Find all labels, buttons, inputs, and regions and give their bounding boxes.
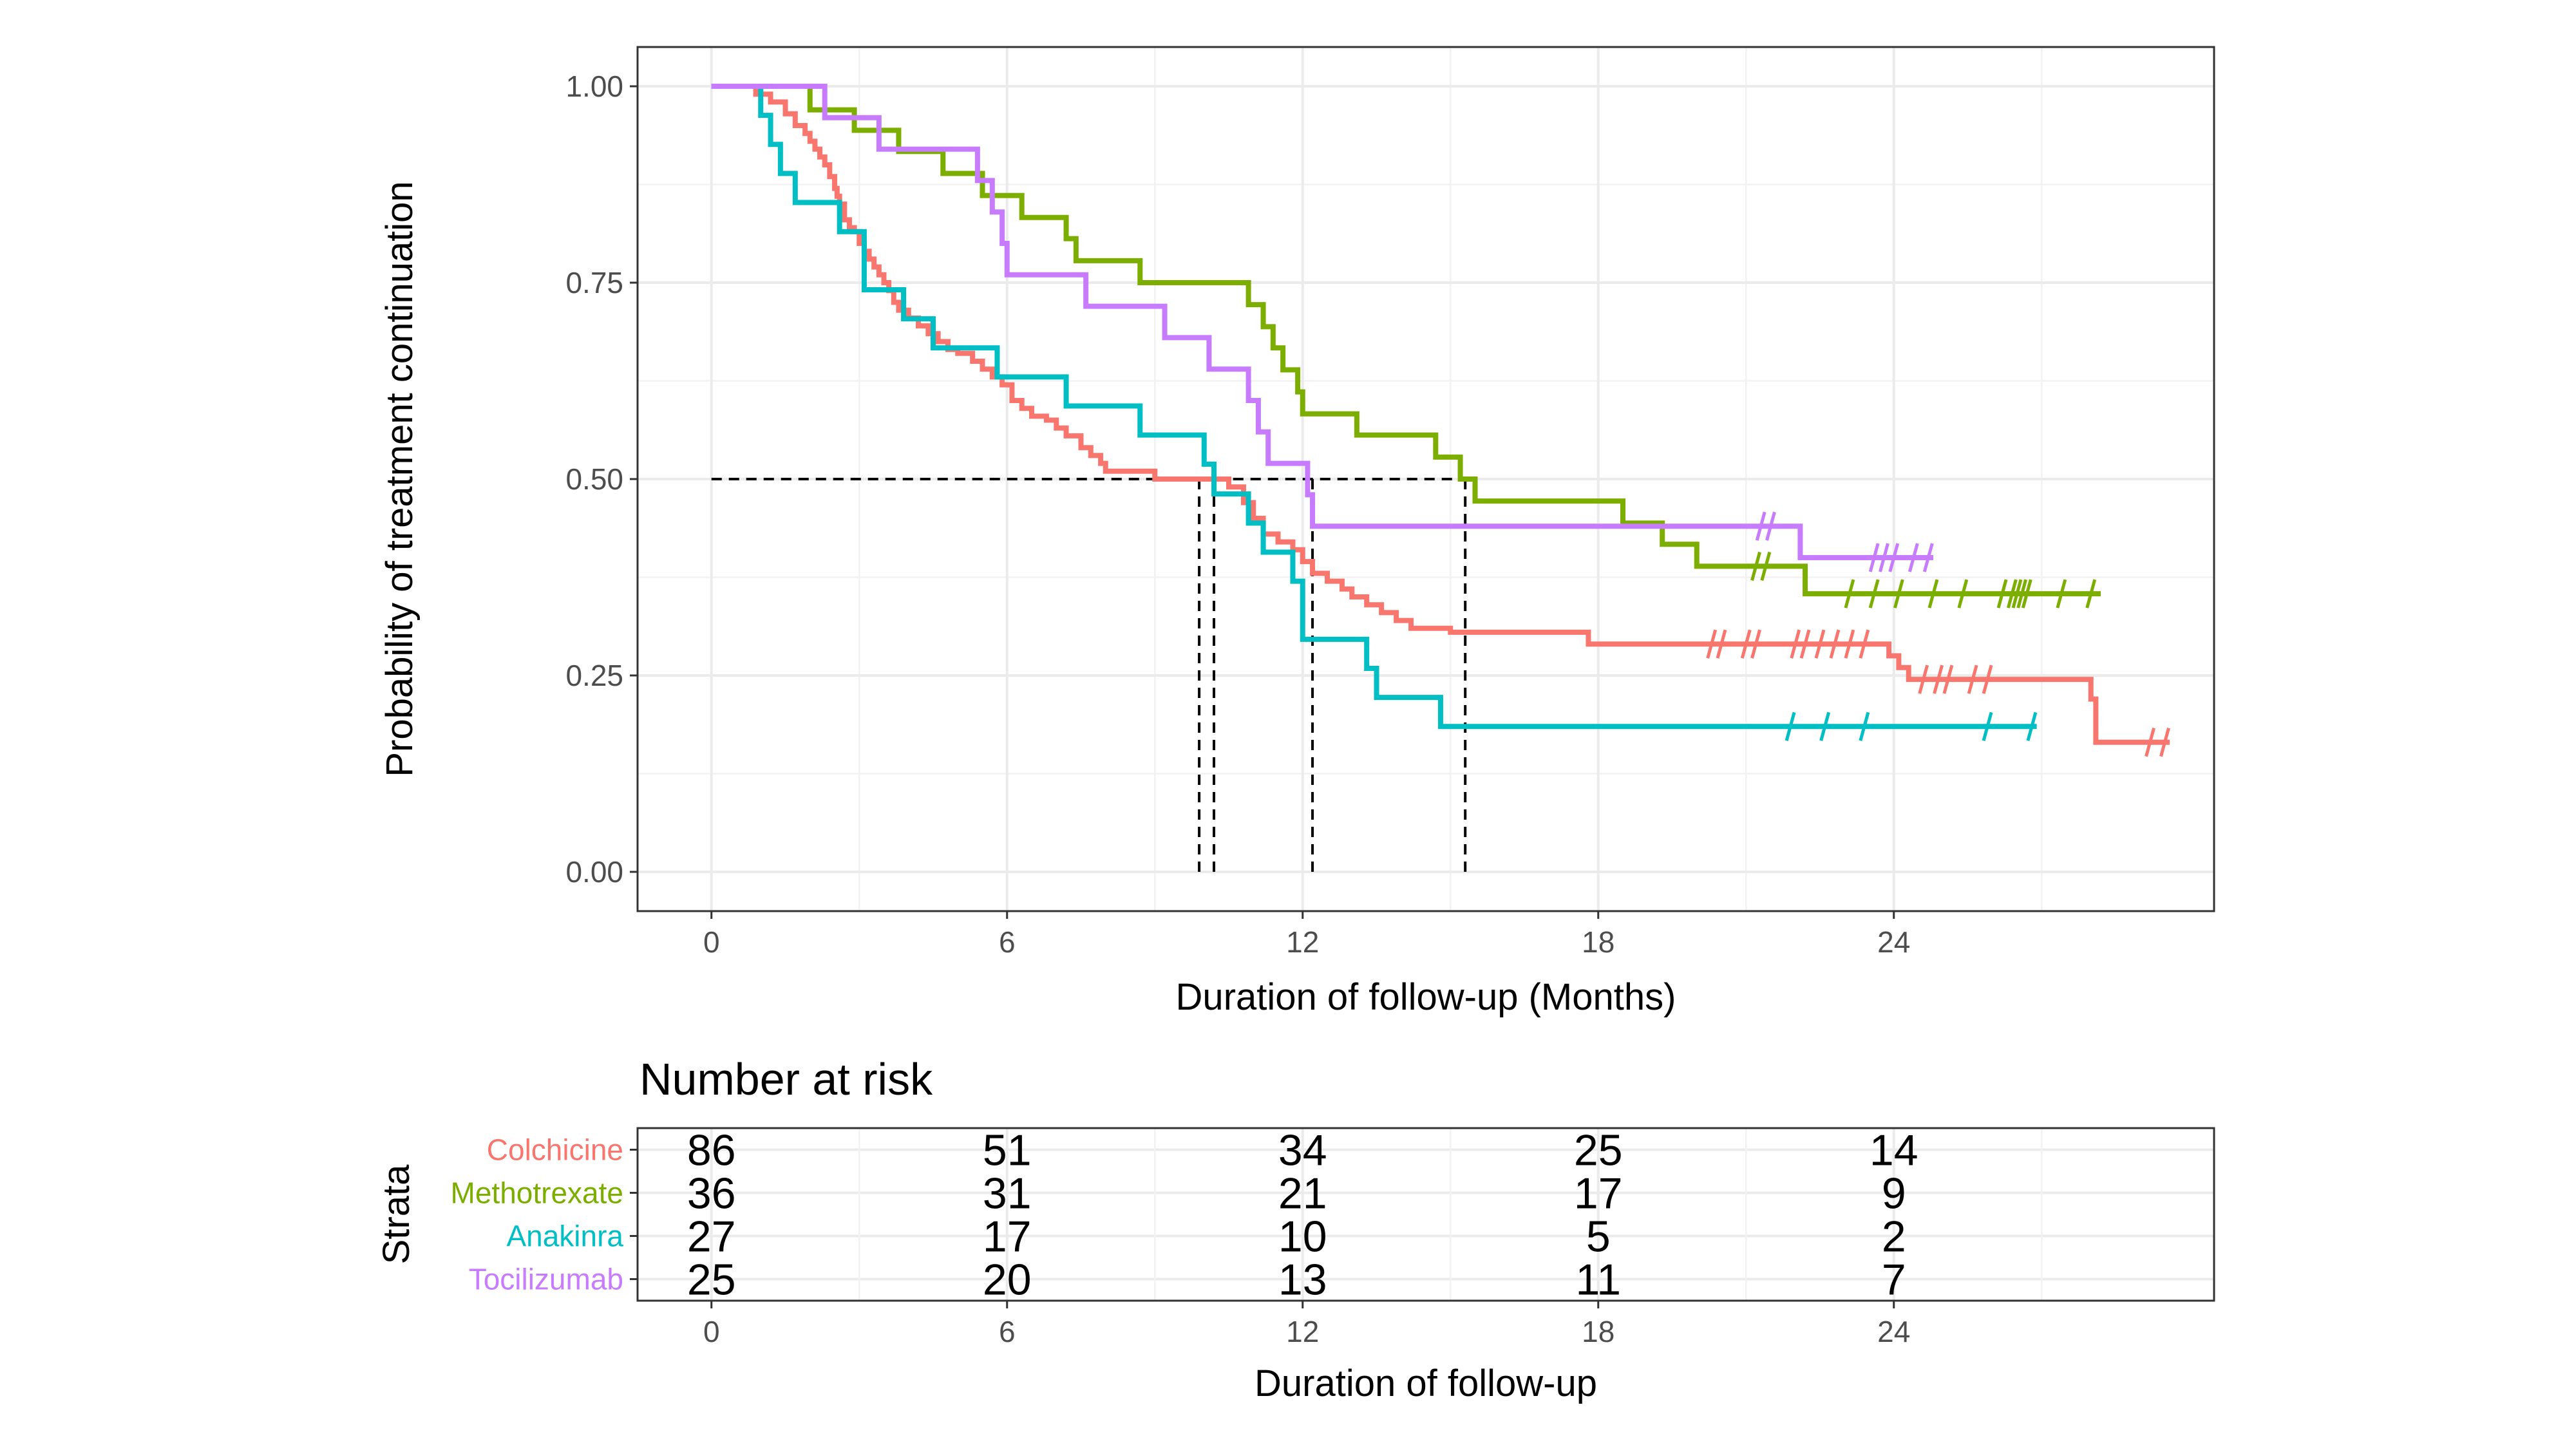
x-tick-label: 6: [999, 925, 1016, 959]
censor-mark-colchicine: [1790, 629, 1801, 659]
censor-mark-colchicine: [1933, 665, 1944, 694]
censor-mark-anakinra: [1819, 712, 1831, 741]
censor-mark-tocilizumab: [1888, 543, 1900, 572]
km-curve-tocilizumab: [711, 84, 1933, 560]
censor-mark-tocilizumab: [1868, 543, 1880, 572]
censor-mark-methotrexate: [1996, 579, 2008, 608]
risk-count-anakinra: 5: [1586, 1212, 1611, 1261]
risk-table-y-title: Strata: [375, 1164, 417, 1264]
risk-x-tick-label: 24: [1877, 1315, 1910, 1348]
risk-count-methotrexate: 31: [983, 1169, 1032, 1218]
censor-mark-methotrexate: [1844, 579, 1855, 608]
censor-mark-tocilizumab: [1908, 543, 1919, 572]
risk-count-tocilizumab: 13: [1278, 1256, 1327, 1305]
x-tick-label: 12: [1286, 925, 1319, 959]
risk-x-tick-label: 18: [1582, 1315, 1615, 1348]
censor-mark-colchicine: [1799, 629, 1811, 659]
y-axis-title: Probability of treatment continuation: [379, 181, 421, 777]
censor-mark-colchicine: [1942, 665, 1954, 694]
km-plot-panel: 0.00 0.25 0.50 0.75 1.00 0 6 12 18 24: [565, 46, 2215, 959]
y-tick-label: 0.25: [565, 659, 623, 692]
censor-mark-colchicine: [1844, 629, 1855, 659]
x-tick-label: 18: [1582, 925, 1615, 959]
censor-mark-methotrexate: [1927, 579, 1939, 608]
risk-count-tocilizumab: 20: [983, 1256, 1032, 1305]
km-curve-anakinra: [711, 84, 2037, 730]
censor-mark-colchicine: [1750, 629, 1761, 659]
risk-count-methotrexate: 9: [1882, 1169, 1906, 1218]
risk-count-methotrexate: 36: [687, 1169, 736, 1218]
censor-mark-tocilizumab: [1755, 511, 1766, 541]
censor-mark-tocilizumab: [1922, 543, 1934, 572]
risk-count-colchicine: 25: [1574, 1126, 1623, 1175]
risk-x-tick-label: 0: [703, 1315, 720, 1348]
risk-table-title: Number at risk: [639, 1054, 933, 1104]
risk-count-methotrexate: 21: [1278, 1169, 1327, 1218]
risk-count-anakinra: 2: [1882, 1212, 1906, 1261]
censor-mark-colchicine: [1918, 665, 1929, 694]
risk-count-tocilizumab: 7: [1882, 1256, 1906, 1305]
risk-count-colchicine: 51: [983, 1126, 1032, 1175]
censor-mark-tocilizumab: [1879, 543, 1889, 572]
x-tick-label: 0: [703, 925, 720, 959]
censor-mark-methotrexate: [1750, 551, 1761, 581]
risk-panel-border: [636, 1127, 2215, 1302]
censor-mark-methotrexate: [2016, 579, 2028, 608]
censor-mark-methotrexate: [1893, 579, 1904, 608]
censor-mark-colchicine: [1740, 629, 1752, 659]
risk-count-anakinra: 10: [1278, 1212, 1327, 1261]
strata-label-methotrexate: Methotrexate: [451, 1176, 623, 1210]
km-curve-methotrexate: [711, 84, 2101, 597]
censor-mark-methotrexate: [2011, 579, 2023, 608]
censor-mark-methotrexate: [2021, 579, 2032, 608]
risk-count-colchicine: 86: [687, 1126, 736, 1175]
y-tick-label: 0.75: [565, 266, 623, 299]
censor-mark-colchicine: [2159, 728, 2170, 757]
risk-count-methotrexate: 17: [1574, 1169, 1623, 1218]
censor-mark-methotrexate: [1868, 579, 1880, 608]
risk-count-tocilizumab: 25: [687, 1256, 736, 1305]
censor-mark-methotrexate: [2085, 579, 2097, 608]
censor-mark-colchicine: [1982, 665, 1993, 694]
censor-mark-anakinra: [1859, 712, 1870, 741]
censor-mark-methotrexate: [2006, 579, 2018, 608]
censor-mark-colchicine: [1716, 629, 1727, 659]
risk-x-tick-label: 6: [999, 1315, 1016, 1348]
censor-mark-tocilizumab: [1765, 511, 1776, 541]
risk-x-tick-label: 12: [1286, 1315, 1319, 1348]
censor-mark-colchicine: [1967, 665, 1978, 694]
risk-count-anakinra: 27: [687, 1212, 736, 1261]
strata-label-colchicine: Colchicine: [487, 1133, 623, 1167]
censor-mark-methotrexate: [1957, 579, 1969, 608]
censor-mark-anakinra: [1982, 712, 1993, 741]
x-axis-title: Duration of follow-up (Months): [1176, 976, 1676, 1018]
censor-mark-methotrexate: [1760, 551, 1772, 581]
risk-count-tocilizumab: 11: [1575, 1256, 1621, 1305]
censor-mark-colchicine: [1829, 629, 1841, 659]
risk-count-colchicine: 34: [1278, 1126, 1327, 1175]
censor-mark-colchicine: [2145, 728, 2155, 757]
strata-label-tocilizumab: Tocilizumab: [469, 1263, 623, 1296]
y-tick-label: 1.00: [565, 70, 623, 103]
risk-count-colchicine: 14: [1870, 1126, 1918, 1175]
censor-mark-colchicine: [1859, 629, 1870, 659]
censor-mark-anakinra: [1785, 712, 1796, 741]
strata-label-anakinra: Anakinra: [506, 1220, 623, 1253]
y-tick-label: 0.50: [565, 462, 623, 496]
censor-mark-colchicine: [1814, 629, 1826, 659]
censor-mark-anakinra: [2026, 712, 2038, 741]
risk-count-anakinra: 17: [983, 1212, 1032, 1261]
risk-table-x-title: Duration of follow-up: [1255, 1362, 1597, 1404]
y-tick-label: 0.00: [565, 855, 623, 889]
censor-mark-methotrexate: [2056, 579, 2067, 608]
x-tick-label: 24: [1877, 925, 1910, 959]
censor-mark-colchicine: [1706, 629, 1718, 659]
